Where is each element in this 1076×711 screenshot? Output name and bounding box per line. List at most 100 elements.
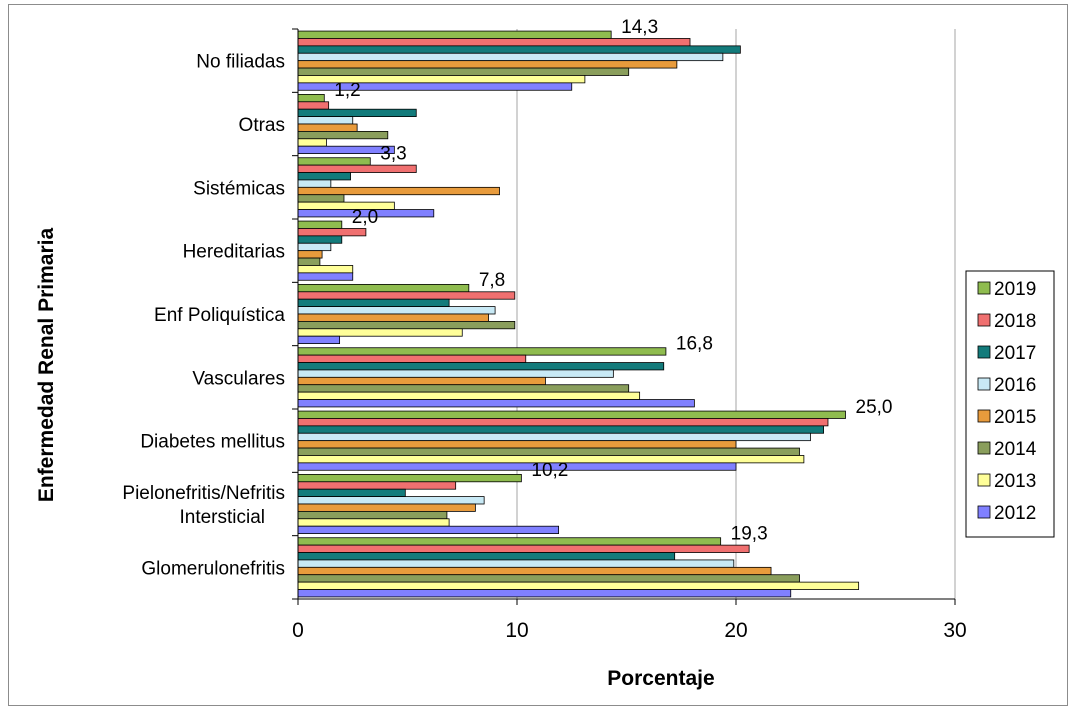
category-label-line: Hereditarias <box>183 242 285 263</box>
bar-2016-7 <box>297 496 485 505</box>
legend-swatch <box>977 409 991 423</box>
bar-2017-1 <box>297 108 417 117</box>
bar-2015-0 <box>297 60 678 69</box>
legend-swatch <box>977 441 991 455</box>
legend-swatch <box>977 377 991 391</box>
y-axis-title: Enfermedad Renal Primaria <box>35 228 58 503</box>
bar-2015-8 <box>297 566 772 576</box>
x-tick-labels: 0 10 20 30 <box>292 619 967 642</box>
legend-label: 2018 <box>994 311 1036 332</box>
bar-2017-5 <box>297 362 665 371</box>
bar-2012-7 <box>297 525 560 535</box>
bar-2012-8 <box>297 589 792 598</box>
category-label-line: No filiadas <box>196 52 285 73</box>
x-tick-label: 30 <box>943 619 966 642</box>
category-label-line: Diabetes mellitus <box>140 432 285 453</box>
category-label: No filiadas <box>196 52 285 73</box>
bar-2013-4 <box>297 328 463 337</box>
bar-2015-5 <box>297 376 546 386</box>
bar-2015-3 <box>297 250 323 259</box>
data-labels: 14,3 1,2 3,3 2,0 7,8 16,8 25,0 10,2 19,3 <box>334 17 892 545</box>
bar-2017-4 <box>297 298 450 308</box>
bar-2018-4 <box>297 291 516 300</box>
bar-2013-3 <box>297 265 354 274</box>
legend-swatch <box>977 473 991 487</box>
bar-2012-4 <box>297 335 341 345</box>
axes <box>292 28 956 605</box>
bar-2016-3 <box>297 242 332 252</box>
bar-2014-6 <box>297 447 800 456</box>
bar-2015-2 <box>297 186 500 196</box>
bar-2012-3 <box>297 272 354 281</box>
data-label: 14,3 <box>621 17 658 38</box>
bar-2012-6 <box>297 462 737 471</box>
bar-2013-8 <box>297 581 860 590</box>
data-label: 19,3 <box>731 523 768 544</box>
bar-2013-1 <box>297 138 327 147</box>
bar-2013-7 <box>297 518 450 527</box>
bar-2018-7 <box>297 481 457 490</box>
bar-2016-2 <box>297 179 332 188</box>
grid-lines <box>516 29 956 599</box>
bar-2015-7 <box>297 503 476 512</box>
bar-2014-0 <box>297 67 630 76</box>
category-label-line: Vasculares <box>192 368 285 389</box>
legend-label: 2012 <box>994 503 1036 524</box>
x-tick-label: 10 <box>505 619 528 642</box>
bar-2014-7 <box>297 510 448 520</box>
category-label-line: Enf Poliquística <box>154 305 285 326</box>
bar-2019-3 <box>297 220 343 229</box>
category-label: Enf Poliquística <box>154 305 285 326</box>
bar-2014-8 <box>297 574 800 583</box>
bar-2018-6 <box>297 418 829 427</box>
bar-2014-5 <box>297 384 630 393</box>
data-label: 3,3 <box>380 143 406 164</box>
bar-2019-5 <box>297 347 667 356</box>
bar-2016-1 <box>297 116 354 125</box>
legend-label: 2013 <box>994 471 1036 492</box>
legend-swatch <box>977 313 991 327</box>
bar-2016-0 <box>297 52 724 62</box>
legend-label: 2017 <box>994 343 1036 364</box>
x-axis-title: Porcentaje <box>607 667 714 690</box>
data-label: 2,0 <box>352 207 378 228</box>
data-label: 16,8 <box>676 333 713 354</box>
legend: 2019 2018 2017 2016 2015 2014 2013 2012 <box>965 270 1055 538</box>
category-label-line: Pielonefritis/Nefritis <box>122 483 285 504</box>
data-label: 1,2 <box>334 80 360 101</box>
category-label: Glomerulonefritis <box>141 558 285 579</box>
category-label: Vasculares <box>192 368 285 389</box>
bar-2013-2 <box>297 201 395 210</box>
bar-2012-5 <box>297 399 695 408</box>
category-label: Pielonefritis/Nefritis Intersticial <box>122 483 285 528</box>
bar-2015-1 <box>297 123 358 132</box>
bar-2014-2 <box>297 194 345 203</box>
data-label: 10,2 <box>531 460 568 481</box>
bar-2019-1 <box>297 94 325 103</box>
category-label: Sistémicas <box>193 178 285 199</box>
bar-2016-4 <box>297 306 496 315</box>
category-label: Otras <box>239 115 285 136</box>
legend-label: 2019 <box>994 279 1036 300</box>
bar-2018-1 <box>297 101 330 110</box>
bar-2019-6 <box>297 410 846 419</box>
category-label-line: Otras <box>239 115 285 136</box>
category-label-line: Intersticial <box>179 507 265 528</box>
x-tick-label: 0 <box>292 619 304 642</box>
horizontal-bar-chart: No filiadas Otras Sistémicas Hereditarias En… <box>35 17 1055 690</box>
bar-2019-8 <box>297 537 722 546</box>
bar-2014-3 <box>297 257 321 266</box>
bar-2019-0 <box>297 30 612 39</box>
bar-2019-4 <box>297 283 470 293</box>
legend-swatch <box>977 281 991 295</box>
bar-2019-2 <box>297 157 371 166</box>
bar-2017-7 <box>297 488 406 498</box>
bar-2014-4 <box>297 320 516 330</box>
legend-label: 2015 <box>994 407 1036 428</box>
bar-2017-3 <box>297 235 343 244</box>
bar-2017-2 <box>297 172 351 181</box>
bar-2018-3 <box>297 228 367 237</box>
chart-frame: No filiadas Otras Sistémicas Hereditarias En… <box>8 4 1068 706</box>
bar-2016-8 <box>297 559 735 568</box>
bar-2015-4 <box>297 313 489 322</box>
